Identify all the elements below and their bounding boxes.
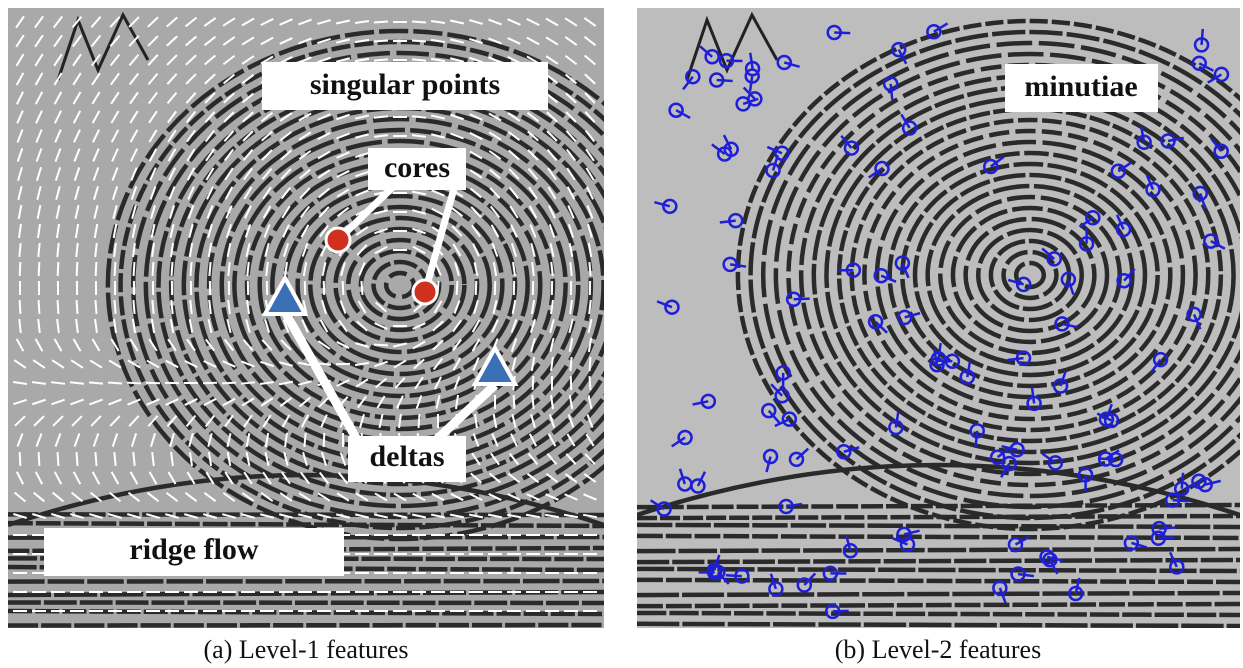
orientation-line xyxy=(228,262,229,276)
orientation-line xyxy=(589,262,590,276)
minutia-direction xyxy=(891,84,893,100)
orientation-line xyxy=(58,262,59,276)
orientation-line xyxy=(374,59,388,60)
orientation-line xyxy=(57,243,58,257)
orientation-line xyxy=(412,59,426,60)
orientation-line xyxy=(171,300,172,314)
orientation-line xyxy=(514,395,515,409)
orientation-line xyxy=(412,40,426,41)
orientation-line xyxy=(58,452,59,466)
orientation-line xyxy=(133,300,134,314)
orientation-line xyxy=(58,300,59,314)
ridge xyxy=(8,514,604,515)
ridge xyxy=(637,613,1240,615)
label: singular points xyxy=(310,68,500,101)
label: deltas xyxy=(370,440,445,473)
ridge xyxy=(8,523,604,526)
minutia-direction xyxy=(936,361,952,362)
minutia-direction xyxy=(1158,537,1174,538)
orientation-line xyxy=(324,433,325,447)
orientation-line xyxy=(19,243,20,257)
orientation-line xyxy=(343,281,344,295)
label: minutiae xyxy=(1024,70,1137,103)
orientation-line xyxy=(172,262,173,276)
minutia-direction xyxy=(717,80,733,81)
core-marker xyxy=(413,280,437,304)
orientation-line xyxy=(115,262,116,276)
ridge xyxy=(637,505,1240,507)
ridge xyxy=(8,602,604,603)
orientation-line xyxy=(146,383,160,384)
orientation-line xyxy=(190,262,191,276)
orientation-line xyxy=(76,452,77,466)
caption: (a) Level-1 features xyxy=(204,635,409,664)
orientation-line xyxy=(590,376,591,390)
minutia-direction xyxy=(1202,29,1203,45)
orientation-line xyxy=(153,262,154,276)
label: ridge flow xyxy=(129,533,258,566)
minutia-direction xyxy=(1182,473,1183,489)
label: cores xyxy=(384,151,450,184)
orientation-line xyxy=(476,281,477,295)
minutia-direction xyxy=(794,299,810,300)
orientation-line xyxy=(374,40,388,41)
minutia-direction xyxy=(834,32,850,33)
orientation-line xyxy=(77,262,78,276)
caption: (b) Level-2 features xyxy=(835,635,1041,664)
orientation-line xyxy=(127,383,141,384)
ridge xyxy=(637,549,1240,551)
orientation-line xyxy=(570,262,571,276)
orientation-line xyxy=(38,243,39,257)
orientation-line xyxy=(95,452,96,466)
orientation-line xyxy=(457,281,458,295)
orientation-line xyxy=(20,300,21,314)
orientation-line xyxy=(39,300,40,314)
page: singular points cores deltas ridge flow … xyxy=(0,0,1243,668)
minutia-direction xyxy=(1100,459,1116,460)
minutia-direction xyxy=(726,575,742,576)
ridge xyxy=(637,593,1240,595)
orientation-line xyxy=(324,281,325,295)
orientation-line xyxy=(96,262,97,276)
minutia-direction xyxy=(1173,500,1189,501)
ridge xyxy=(637,536,1240,538)
figure: singular points cores deltas ridge flow … xyxy=(0,0,1243,668)
orientation-line xyxy=(39,262,40,276)
orientation-line xyxy=(77,300,78,314)
ridge xyxy=(637,525,1240,527)
minutia-direction xyxy=(976,431,978,447)
orientation-line xyxy=(95,300,96,314)
orientation-line xyxy=(20,452,21,466)
minutia-direction xyxy=(1159,527,1175,528)
ridge xyxy=(637,604,1240,606)
orientation-line xyxy=(241,382,255,383)
orientation-line xyxy=(419,414,420,428)
orientation-line xyxy=(152,300,153,314)
orientation-line xyxy=(412,21,426,22)
orientation-line xyxy=(304,433,305,447)
orientation-line xyxy=(20,262,21,276)
ridge xyxy=(637,569,1240,571)
orientation-line xyxy=(209,262,210,276)
orientation-line xyxy=(361,281,362,295)
orientation-line xyxy=(114,452,115,466)
orientation-line xyxy=(39,452,40,466)
orientation-line xyxy=(590,357,591,371)
ridge xyxy=(637,560,1240,562)
orientation-line xyxy=(89,382,103,383)
orientation-line xyxy=(374,21,388,22)
ridge xyxy=(8,581,604,582)
minutia-direction xyxy=(833,611,849,612)
orientation-line xyxy=(222,383,236,384)
orientation-line xyxy=(570,357,571,371)
orientation-line xyxy=(134,262,135,276)
orientation-line xyxy=(108,382,122,383)
orientation-line xyxy=(374,345,388,346)
core-marker xyxy=(326,228,350,252)
orientation-line xyxy=(114,300,115,314)
orientation-line xyxy=(533,376,534,390)
